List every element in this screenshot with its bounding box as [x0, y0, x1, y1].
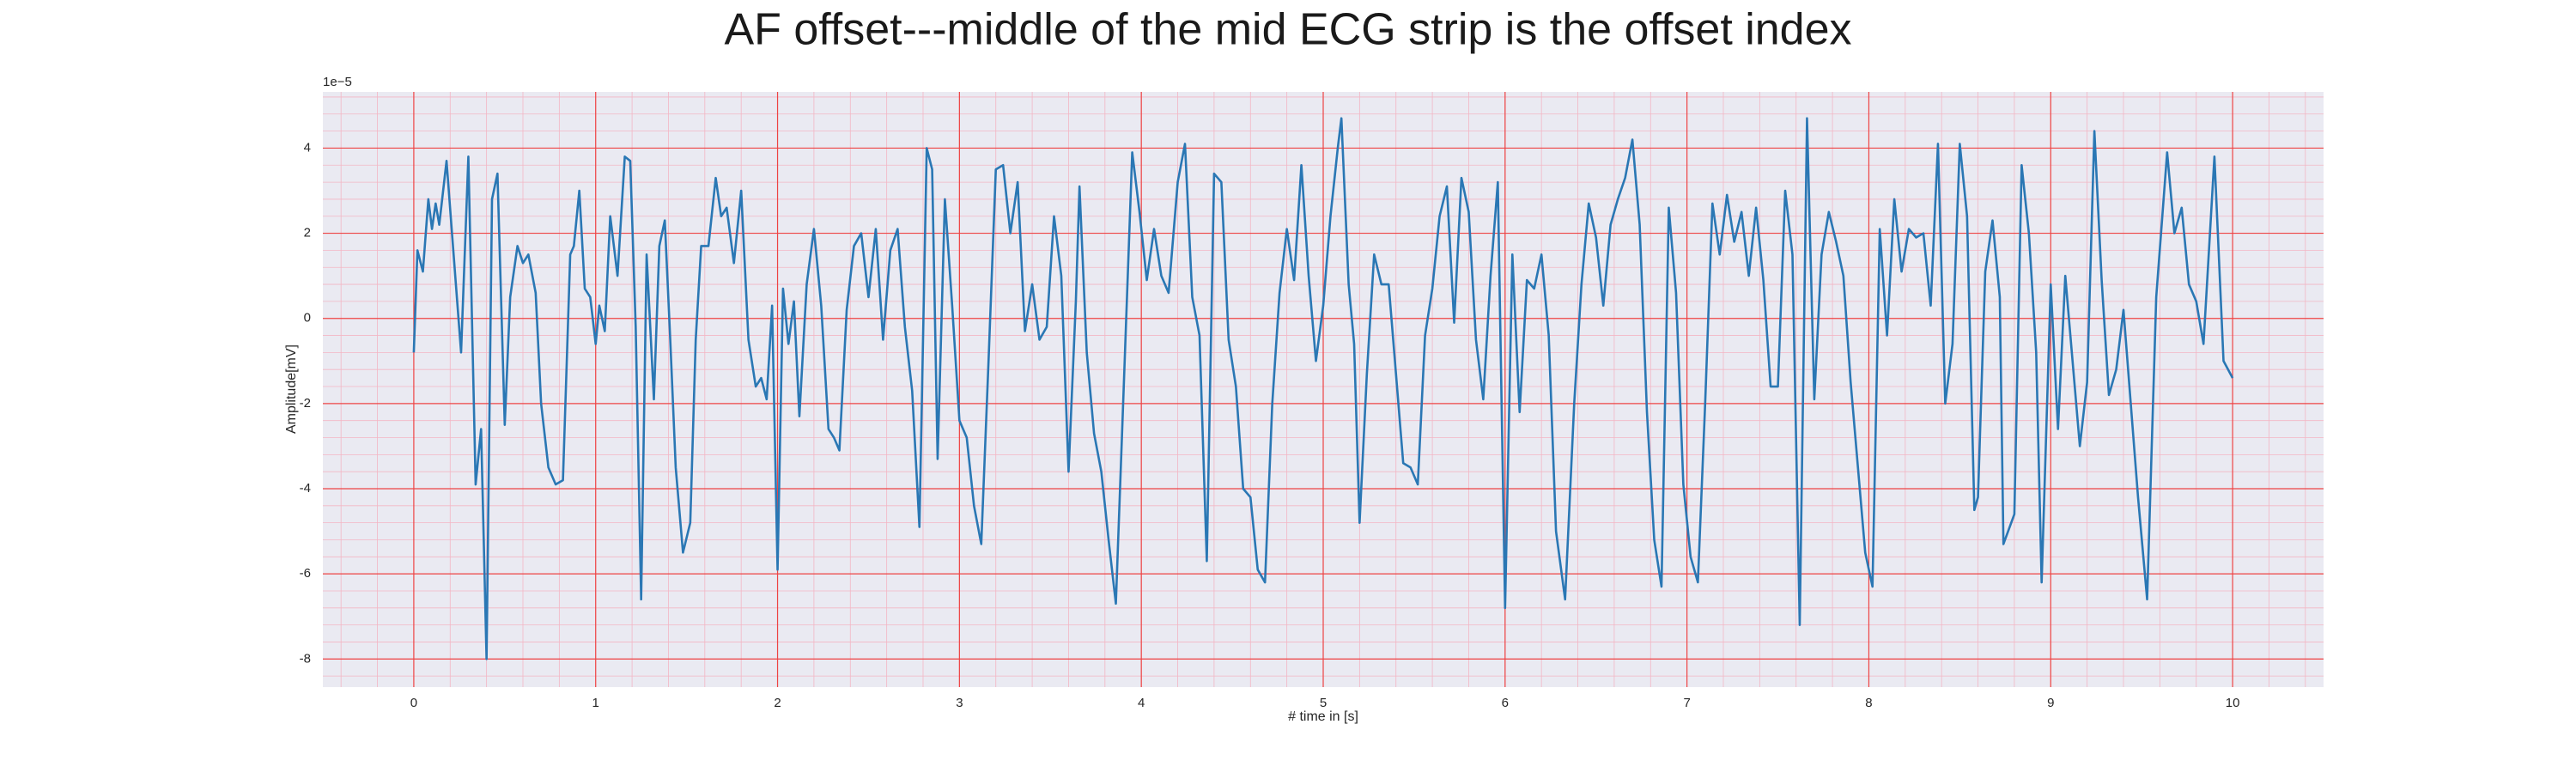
x-tick-label: 1: [592, 696, 599, 710]
x-tick-label: 8: [1865, 696, 1872, 710]
y-tick-label: -4: [300, 481, 311, 496]
x-tick-label: 0: [410, 696, 417, 710]
y-tick-label: -2: [300, 396, 311, 411]
x-tick-label: 7: [1683, 696, 1690, 710]
marks: [412, 117, 2234, 660]
x-tick-label: 5: [1320, 696, 1327, 710]
x-tick-label: 4: [1138, 696, 1145, 710]
x-axis-label: # time in [s]: [1288, 709, 1358, 724]
x-tick-label: 2: [774, 696, 781, 710]
x-tick-label: 9: [2047, 696, 2054, 710]
y-tick-label: -8: [300, 651, 311, 666]
chart-title: AF offset---middle of the mid ECG strip …: [724, 5, 1851, 55]
x-tick-label: 6: [1502, 696, 1509, 710]
y-tick-label: 0: [304, 311, 311, 326]
x-tick-label: 10: [2226, 696, 2240, 710]
x-tick-label: 3: [956, 696, 963, 710]
labels: 0 1 2 3 4 5 6 7 8 9 10 -8 -6 -4 -2 0 2 4: [300, 140, 2240, 710]
y-tick-label: -6: [300, 566, 311, 581]
y-tick-label: 2: [304, 226, 311, 240]
ecg-line: [412, 117, 2234, 660]
grid: [323, 92, 2324, 687]
y-axis-label: Amplitude[mV]: [284, 344, 299, 434]
y-offset-label: 1e−5: [323, 75, 352, 89]
y-tick-label: 4: [304, 140, 311, 155]
